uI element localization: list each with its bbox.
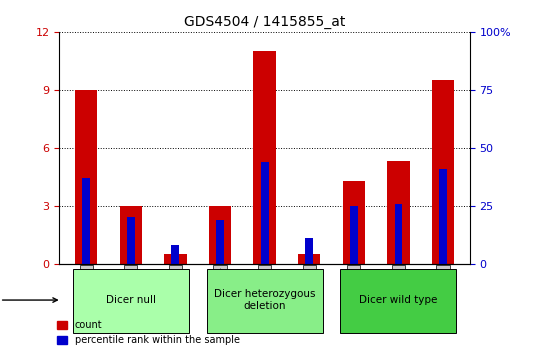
Bar bbox=[432, 80, 454, 264]
Bar bbox=[164, 254, 186, 264]
Bar bbox=[343, 181, 365, 264]
Text: genotype/variation: genotype/variation bbox=[0, 295, 57, 305]
Bar bbox=[305, 238, 313, 264]
FancyBboxPatch shape bbox=[73, 269, 189, 333]
Bar bbox=[75, 90, 97, 264]
FancyBboxPatch shape bbox=[340, 269, 456, 333]
Bar bbox=[209, 206, 231, 264]
Bar bbox=[298, 254, 320, 264]
Bar bbox=[253, 51, 276, 264]
Bar bbox=[395, 204, 402, 264]
FancyBboxPatch shape bbox=[207, 269, 322, 333]
Bar bbox=[120, 206, 142, 264]
Bar bbox=[216, 220, 224, 264]
Bar bbox=[439, 169, 447, 264]
Title: GDS4504 / 1415855_at: GDS4504 / 1415855_at bbox=[184, 16, 345, 29]
Legend: count, percentile rank within the sample: count, percentile rank within the sample bbox=[53, 316, 244, 349]
Text: Dicer wild type: Dicer wild type bbox=[359, 295, 437, 305]
Bar bbox=[127, 217, 134, 264]
Bar bbox=[82, 178, 90, 264]
Text: Dicer null: Dicer null bbox=[106, 295, 156, 305]
Bar bbox=[350, 206, 357, 264]
Bar bbox=[172, 245, 179, 264]
Bar bbox=[261, 162, 268, 264]
Text: Dicer heterozygous
deletion: Dicer heterozygous deletion bbox=[214, 289, 315, 311]
Bar bbox=[387, 161, 409, 264]
